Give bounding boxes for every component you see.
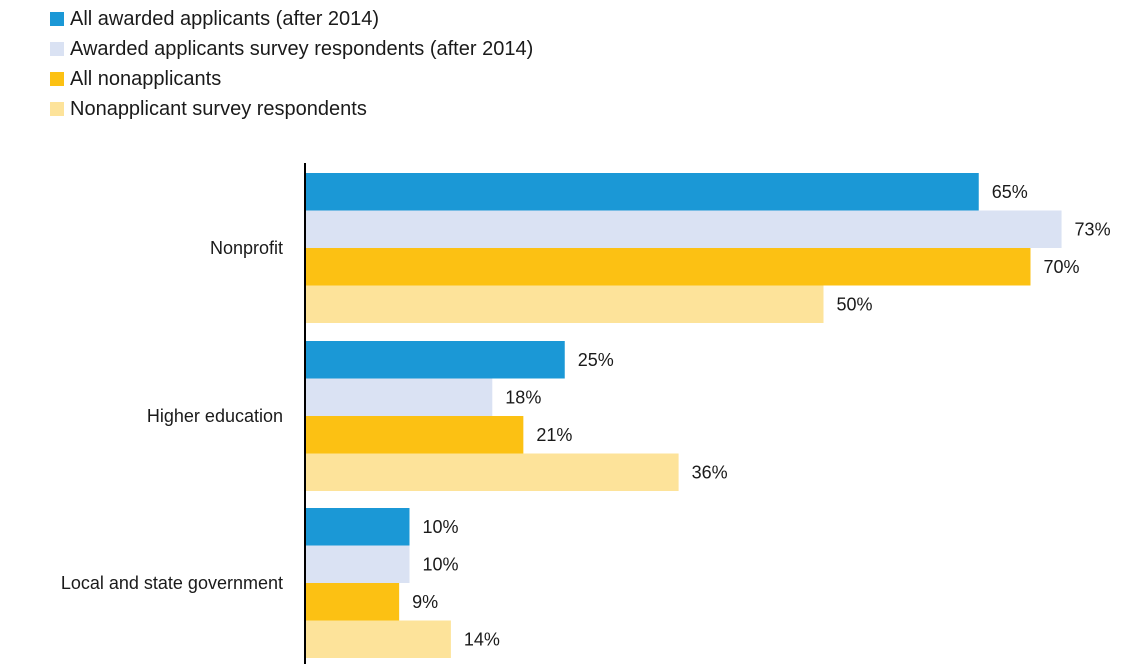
data-label: 18% [505,387,541,407]
legend-item-nonapplicant-respondents: Nonapplicant survey respondents [50,94,533,124]
legend-label: All nonapplicants [70,67,222,90]
legend-swatch [50,12,64,26]
bar [306,378,493,416]
data-label: 70% [1044,257,1080,277]
category-label: Higher education [147,406,283,426]
legend-swatch [50,72,64,86]
bar [306,545,410,583]
bar [306,453,679,491]
legend-swatch [50,42,64,56]
legend-item-all-awarded: All awarded applicants (after 2014) [50,4,533,34]
data-label: 10% [423,517,459,537]
data-label: 21% [536,425,572,445]
legend-item-all-nonapplicants: All nonapplicants [50,64,533,94]
bar [306,248,1031,286]
bar [306,583,400,621]
bar [306,285,824,323]
bar [306,341,565,379]
legend-label: All awarded applicants (after 2014) [70,7,380,30]
legend-swatch [50,102,64,116]
data-label: 14% [464,629,500,649]
data-label: 10% [423,554,459,574]
category-label: Local and state government [61,573,283,593]
legend-item-awarded-respondents: Awarded applicants survey respondents (a… [50,34,533,64]
bar [306,508,410,546]
data-label: 50% [837,294,873,314]
legend: All awarded applicants (after 2014) Awar… [50,4,533,124]
data-label: 65% [992,182,1028,202]
data-label: 25% [578,350,614,370]
bar [306,173,979,211]
data-label: 36% [692,462,728,482]
legend-label: Nonapplicant survey respondents [70,97,367,120]
bar [306,210,1062,248]
data-label: 73% [1075,219,1111,239]
bar [306,416,524,454]
category-label: Nonprofit [210,238,283,258]
legend-label: Awarded applicants survey respondents (a… [70,37,534,60]
bar [306,620,451,658]
data-label: 9% [412,592,438,612]
